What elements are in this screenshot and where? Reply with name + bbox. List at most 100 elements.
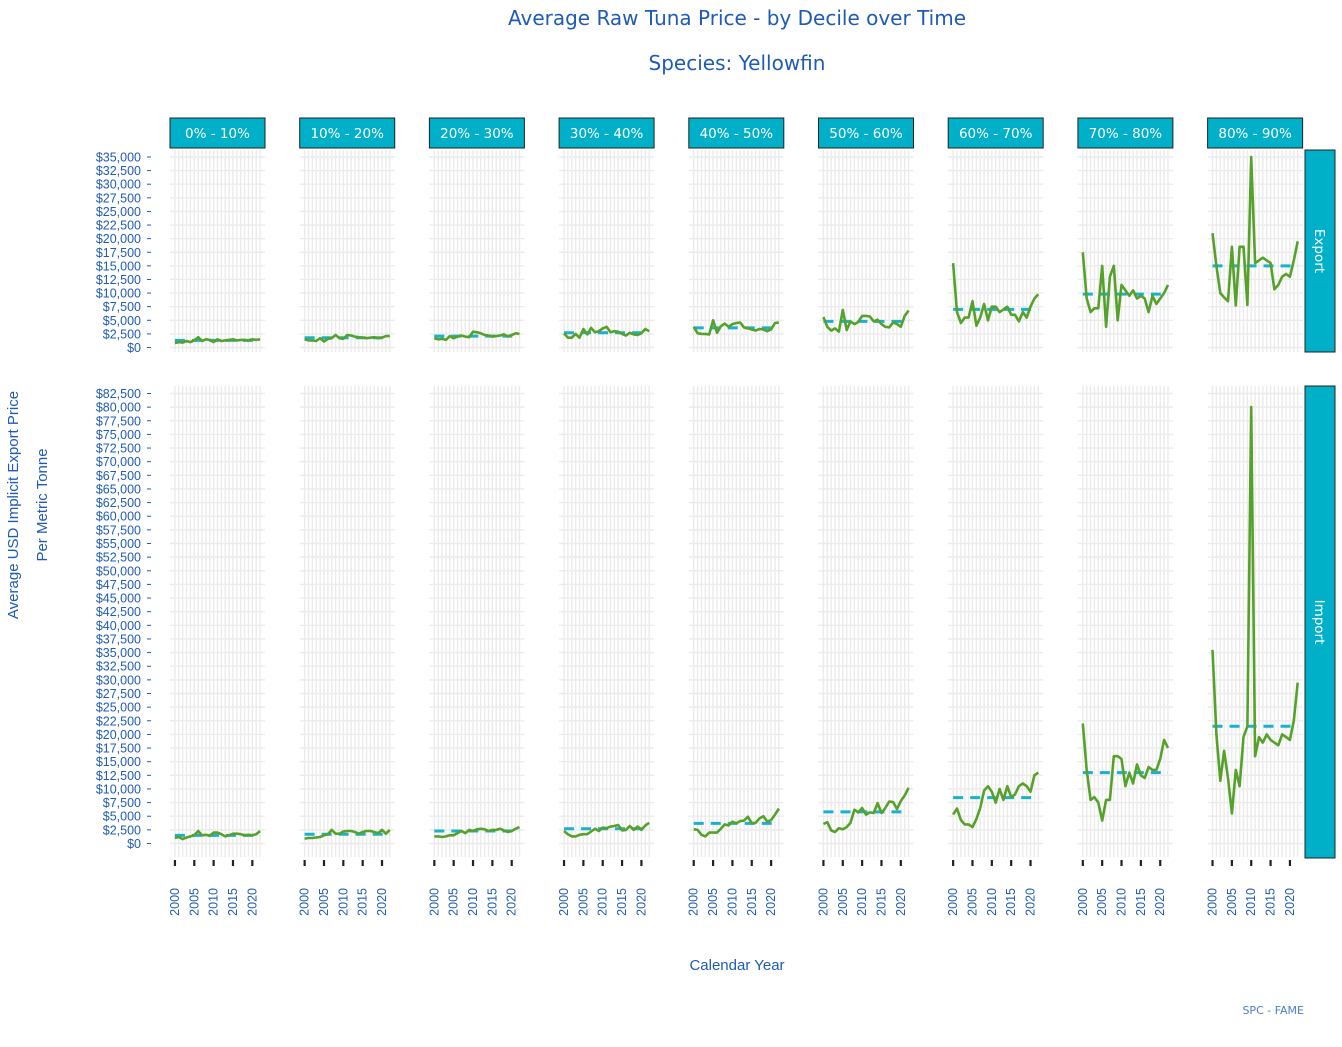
y-tick-label: $47,500 <box>96 578 141 592</box>
x-tick-label: 2020 <box>764 888 778 916</box>
y-tick-label: $20,000 <box>96 232 141 246</box>
decile-strip-label: 60% - 70% <box>959 126 1033 142</box>
y-tick-label: $35,000 <box>96 646 141 660</box>
y-tick-label: $2,500 <box>103 327 141 341</box>
y-tick-label: $27,500 <box>96 687 141 701</box>
y-tick-label: $7,500 <box>103 300 141 314</box>
panel <box>1207 150 1303 352</box>
price-line <box>433 330 520 342</box>
x-tick-label: 2020 <box>634 888 648 916</box>
price-line <box>822 308 910 334</box>
panel <box>299 386 395 857</box>
panel <box>429 386 525 857</box>
y-tick-label: $0 <box>127 341 141 355</box>
y-tick-label: $80,000 <box>96 401 141 415</box>
row-strip-label: Import <box>1311 600 1327 645</box>
x-tick-label: 2010 <box>985 888 999 916</box>
x-tick-label: 2020 <box>894 888 908 916</box>
x-tick-label: 2020 <box>505 888 519 916</box>
panel <box>1207 386 1303 857</box>
x-tick-label: 2005 <box>836 888 850 916</box>
price-line <box>174 335 261 345</box>
x-tick-label: 2005 <box>576 888 590 916</box>
y-tick-label: $25,000 <box>96 205 141 219</box>
price-line <box>563 325 650 340</box>
x-tick-label: 2015 <box>1134 888 1148 916</box>
decile-strip-label: 20% - 30% <box>440 126 514 142</box>
y-tick-label: $75,000 <box>96 428 141 442</box>
panel <box>688 150 784 352</box>
y-tick-label: $42,500 <box>96 605 141 619</box>
row-strip-label: Export <box>1311 229 1327 273</box>
x-tick-label: 2000 <box>1076 888 1090 916</box>
decile-strip <box>299 117 396 149</box>
x-tick-label: 2005 <box>447 888 461 916</box>
decile-strip-label: 30% - 40% <box>570 126 644 142</box>
x-tick-label: 2015 <box>356 888 370 916</box>
panel <box>818 150 914 352</box>
x-tick-label: 2015 <box>485 888 499 916</box>
y-tick-label: $62,500 <box>96 496 141 510</box>
price-line <box>1211 405 1299 815</box>
y-tick-label: $27,500 <box>96 191 141 205</box>
x-tick-label: 2010 <box>596 888 610 916</box>
decile-strip <box>428 117 525 149</box>
price-line <box>952 771 1040 829</box>
x-tick-label: 2010 <box>1244 888 1258 916</box>
decile-strip-label: 70% - 80% <box>1089 126 1163 142</box>
decile-strip-label: 50% - 60% <box>829 126 903 142</box>
x-axis-title: Calendar Year <box>689 957 784 974</box>
x-tick-label: 2005 <box>1095 888 1109 916</box>
x-tick-label: 2015 <box>615 888 629 916</box>
panel <box>559 386 655 857</box>
y-tick-label: $10,000 <box>96 287 141 301</box>
x-tick-label: 2020 <box>1024 888 1038 916</box>
y-tick-label: $12,500 <box>96 769 141 783</box>
x-tick-label: 2015 <box>226 888 240 916</box>
panel <box>170 150 265 352</box>
x-tick-label: 2020 <box>1153 888 1167 916</box>
decile-strip <box>947 117 1044 149</box>
decile-strip <box>169 117 266 149</box>
x-tick-label: 2015 <box>1004 888 1018 916</box>
panel <box>948 386 1044 857</box>
y-tick-label: $40,000 <box>96 619 141 633</box>
price-line <box>822 787 910 834</box>
x-tick-label: 2010 <box>1115 888 1129 916</box>
chart-subtitle: Species: Yellowfin <box>649 51 826 75</box>
x-tick-label: 2000 <box>168 888 182 916</box>
decile-strip <box>688 117 785 149</box>
y-tick-label: $15,000 <box>96 259 141 273</box>
chart-title: Average Raw Tuna Price - by Decile over … <box>508 6 966 30</box>
x-tick-label: 2010 <box>725 888 739 916</box>
y-tick-label: $60,000 <box>96 510 141 524</box>
x-tick-label: 2015 <box>745 888 759 916</box>
x-tick-label: 2000 <box>557 888 571 916</box>
panel <box>1077 386 1173 857</box>
chart-credit: SPC - FAME <box>1242 1004 1304 1017</box>
x-tick-label: 2000 <box>298 888 312 916</box>
y-tick-label: $52,500 <box>96 551 141 565</box>
y-tick-label: $32,500 <box>96 660 141 674</box>
row-strip <box>1304 149 1336 353</box>
x-tick-label: 2005 <box>317 888 331 916</box>
decile-strip <box>1077 117 1174 149</box>
y-tick-label: $50,000 <box>96 564 141 578</box>
y-tick-label: $30,000 <box>96 178 141 192</box>
x-tick-label: 2005 <box>965 888 979 916</box>
y-tick-label: $22,500 <box>96 714 141 728</box>
decile-strip <box>558 117 655 149</box>
panel <box>818 386 914 857</box>
x-tick-label: 2010 <box>207 888 221 916</box>
y-tick-label: $10,000 <box>96 782 141 796</box>
x-tick-label: 2015 <box>1264 888 1278 916</box>
price-line <box>693 807 780 838</box>
row-strip <box>1304 385 1336 859</box>
x-tick-label: 2015 <box>874 888 888 916</box>
price-line <box>1211 155 1299 307</box>
decile-strip <box>818 117 914 149</box>
x-tick-label: 2000 <box>1206 888 1220 916</box>
panels-layer: 0% - 10% 10% - 20% 20% - 30% 30% - 40% 40% -… <box>96 117 1336 916</box>
y-tick-label: $12,500 <box>96 273 141 287</box>
y-tick-label: $77,500 <box>96 414 141 428</box>
